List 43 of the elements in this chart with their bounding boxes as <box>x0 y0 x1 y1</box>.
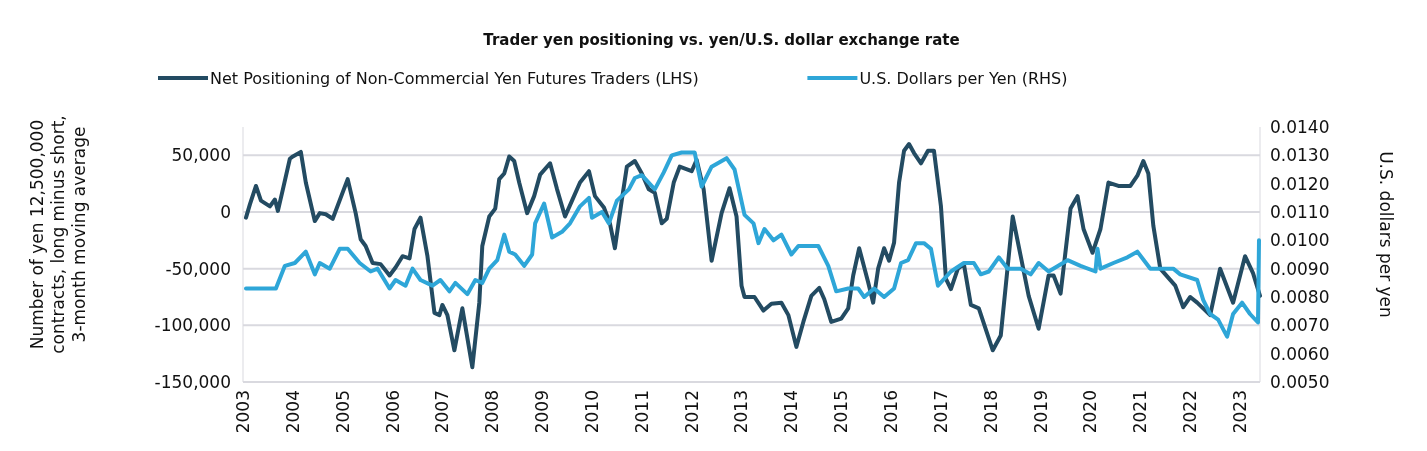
y2-tick-label: 0.0050 <box>1270 371 1330 392</box>
x-tick-label: 2007 <box>432 390 453 434</box>
y-tick-label: 50,000 <box>171 145 231 166</box>
x-tick-label: 2013 <box>731 390 752 434</box>
x-tick-label: 2021 <box>1130 390 1151 434</box>
x-tick-label: 2004 <box>282 390 303 434</box>
x-tick-label: 2018 <box>980 390 1001 434</box>
line-series <box>243 142 1262 370</box>
y-tick-label: -150,000 <box>154 371 231 392</box>
x-tick-label: 2006 <box>382 390 403 434</box>
y2-tick-label: 0.0090 <box>1270 258 1330 279</box>
y-tick-label: 0 <box>220 201 231 222</box>
x-tick-label: 2023 <box>1230 390 1251 434</box>
x-tick-label: 2003 <box>232 390 253 434</box>
x-tick-label: 2012 <box>681 390 702 434</box>
x-tick-label: 2010 <box>581 390 602 434</box>
x-tick-label: 2005 <box>332 390 353 434</box>
y2-tick-label: 0.0070 <box>1270 315 1330 336</box>
y-tick-label: -100,000 <box>154 315 231 336</box>
x-tick-label: 2020 <box>1080 390 1101 434</box>
x-tick-label: 2009 <box>532 390 553 434</box>
legend-label: Net Positioning of Non-Commercial Yen Futures Traders (LHS) <box>210 68 699 88</box>
y2-tick-label: 0.0130 <box>1270 145 1330 166</box>
x-tick-label: 2022 <box>1180 390 1201 434</box>
y2-axis-title: U.S. dollars per yen <box>1376 151 1396 318</box>
x-tick-label: 2014 <box>781 390 802 434</box>
x-tick-label: 2015 <box>831 390 852 434</box>
y2-tick-label: 0.0100 <box>1270 230 1330 251</box>
y2-tick-label: 0.0080 <box>1270 286 1330 307</box>
y-tick-label: -50,000 <box>165 258 231 279</box>
y2-tick-label: 0.0110 <box>1270 201 1330 222</box>
chart-title: Trader yen positioning vs. yen/U.S. dollar exchange rate <box>483 31 960 49</box>
y2-tick-label: 0.0140 <box>1270 116 1330 137</box>
y2-tick-label: 0.0120 <box>1270 173 1330 194</box>
x-tick-label: 2011 <box>631 390 652 434</box>
y-axis-title: Number of yen 12,500,000 contracts, long minus short, 3-month moving average <box>27 115 89 354</box>
x-tick-label: 2016 <box>881 390 902 434</box>
x-tick-label: 2019 <box>1030 390 1051 434</box>
x-tick-label: 2008 <box>482 390 503 434</box>
y2-tick-label: 0.0060 <box>1270 343 1330 364</box>
x-tick-label: 2017 <box>930 390 951 434</box>
line-series <box>243 150 1261 339</box>
legend-label: U.S. Dollars per Yen (RHS) <box>859 68 1068 88</box>
